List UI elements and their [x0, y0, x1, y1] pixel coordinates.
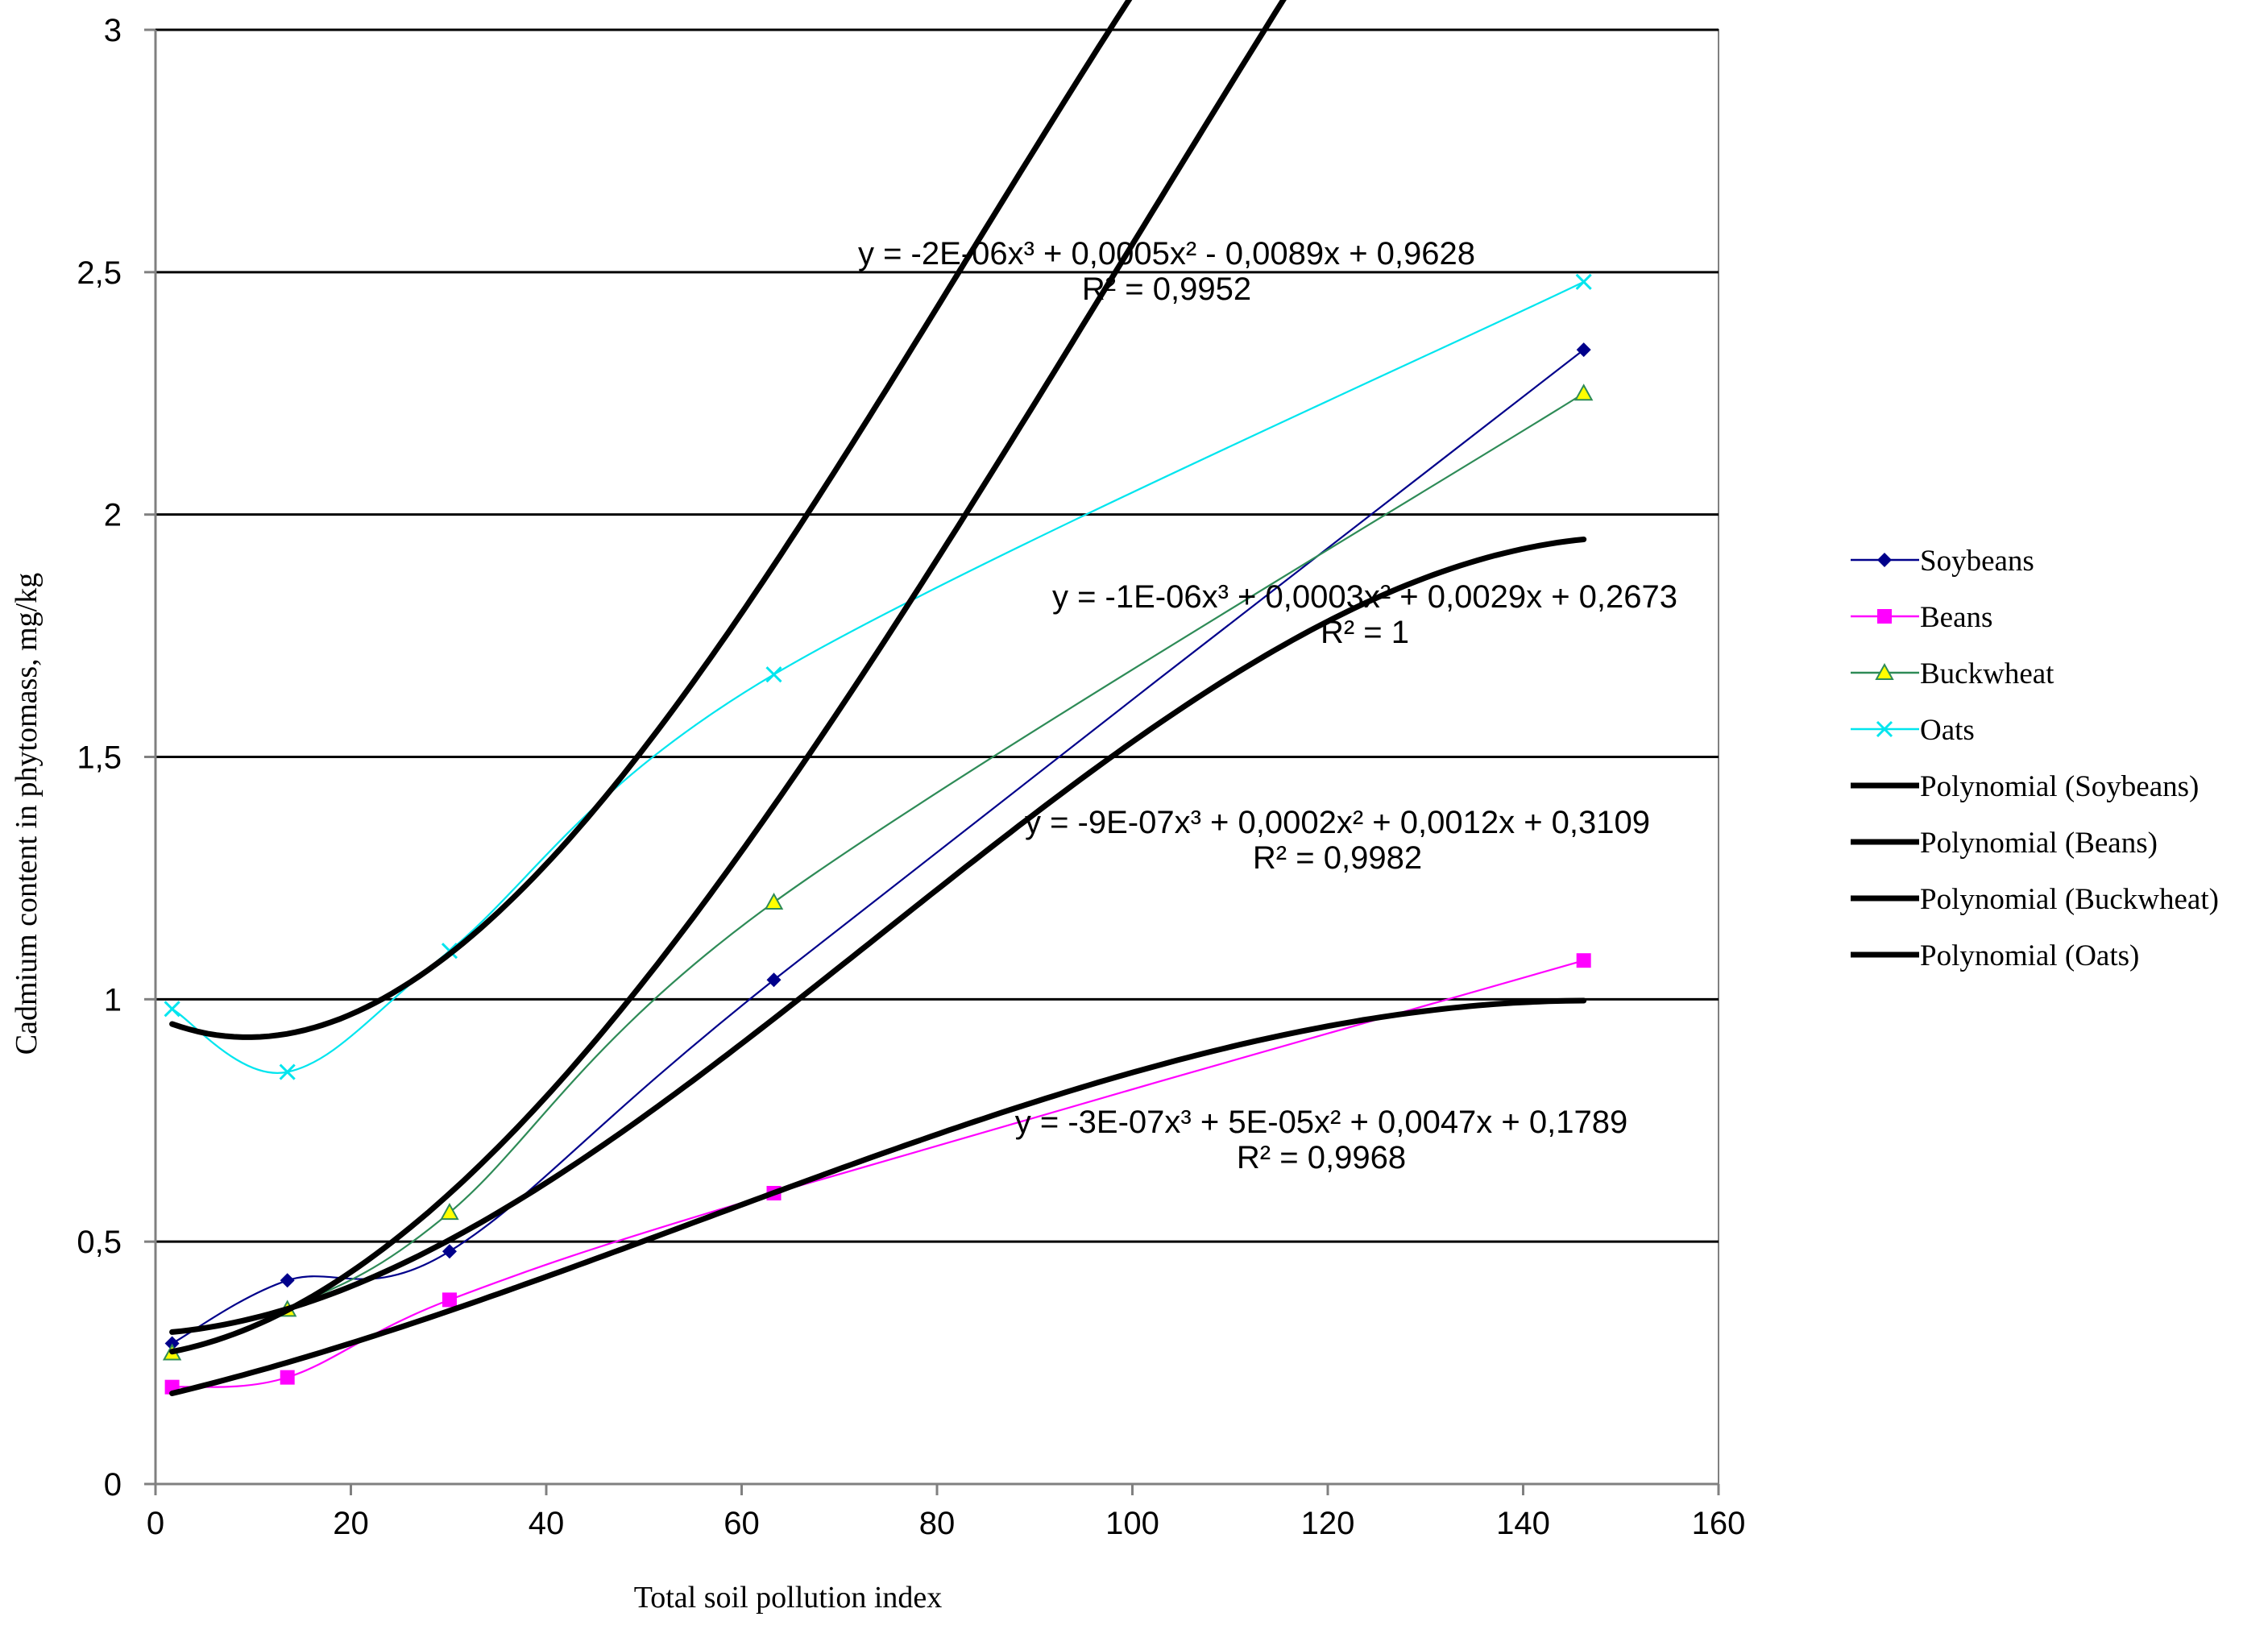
data-point-buckwheat [440, 1203, 459, 1221]
legend-marker-soybeans [1877, 553, 1892, 567]
x-tick-label: 60 [724, 1506, 760, 1541]
data-point-buckwheat [1574, 383, 1594, 401]
legend-label: Polynomial (Buckwheat) [1920, 883, 2219, 916]
data-point-oats [164, 1001, 180, 1018]
y-tick-label: 1 [104, 982, 122, 1018]
x-tick-label: 0 [147, 1506, 164, 1541]
y-tick-label: 2,5 [77, 255, 122, 291]
trendline-equation: y = -1E-06x³ + 0,0003x² + 0,0029x + 0,26… [1052, 579, 1677, 615]
x-tick-label: 160 [1692, 1506, 1746, 1541]
x-tick-label: 80 [919, 1506, 956, 1541]
trendline-r2: R² = 0,9968 [1237, 1140, 1406, 1175]
x-tick-label: 100 [1105, 1506, 1159, 1541]
tick-labels: 0 0,5 1 1,5 2 2,5 3 0 20 40 60 80 100 120 140 160 [77, 13, 1745, 1541]
data-point-soybeans [442, 1244, 457, 1259]
data-point-soybeans [766, 972, 782, 988]
legend-label: Oats [1920, 714, 1975, 747]
data-point-oats [279, 1063, 296, 1080]
x-tick-label: 40 [529, 1506, 565, 1541]
y-tick-label: 0,5 [77, 1225, 122, 1260]
trendline-1 [169, 997, 1587, 1396]
marker-stroke [279, 1063, 296, 1080]
legend-label: Polynomial (Beans) [1920, 827, 2158, 860]
y-tick-label: 3 [104, 13, 122, 48]
legend-marker-beans [1877, 609, 1892, 624]
marker-stroke [765, 666, 782, 683]
y-tick-label: 2 [104, 498, 122, 533]
data-point-beans [1576, 953, 1591, 968]
data-point-beans [442, 1292, 457, 1308]
trendline-r2: R² = 0,9982 [1253, 840, 1422, 876]
y-tick-label: 0 [104, 1467, 122, 1503]
trendline-3 [169, 0, 1133, 1040]
x-tick-label: 20 [333, 1506, 369, 1541]
data-point-buckwheat [764, 892, 784, 910]
trendline-equation: y = -9E-07x³ + 0,0002x² + 0,0012x + 0,31… [1025, 805, 1650, 840]
y-axis-title: Cadmium content in phytomass, mg/kg [10, 573, 44, 1055]
data-point-oats [765, 666, 782, 683]
series-layer [162, 273, 1594, 1395]
equation-labels: y = -9E-07x³ + 0,0002x² + 0,0012x + 0,31… [858, 236, 1677, 1175]
gridlines [155, 28, 1719, 1243]
marker-stroke [1876, 720, 1893, 738]
marker-stroke [1575, 273, 1592, 290]
legend: Soybeans Beans Buckwheat Oats Polynomial (So… [1851, 545, 2219, 972]
axes [144, 28, 1720, 1495]
legend-label: Polynomial (Oats) [1920, 939, 2139, 972]
trendline-r2: R² = 0,9952 [1082, 272, 1251, 307]
trend-layer [169, 0, 1587, 1396]
data-point-soybeans [1576, 342, 1591, 358]
x-axis-title: Total soil pollution index [634, 1581, 943, 1615]
legend-marker-oats [1876, 720, 1893, 738]
trendline-2 [169, 0, 1287, 1355]
trendline-0 [169, 537, 1587, 1335]
marker-stroke [164, 1001, 180, 1018]
trendline-equation: y = -2E-06x³ + 0,0005x² - 0,0089x + 0,96… [858, 236, 1475, 272]
legend-label: Buckwheat [1920, 657, 2054, 690]
data-point-oats [1575, 273, 1592, 290]
data-point-soybeans [280, 1273, 295, 1288]
x-tick-label: 140 [1496, 1506, 1550, 1541]
y-tick-label: 1,5 [77, 740, 122, 776]
trendline-equation: y = -3E-07x³ + 5E-05x² + 0,0047x + 0,178… [1015, 1105, 1627, 1140]
legend-marker-buckwheat [1875, 662, 1894, 680]
trendline-r2: R² = 1 [1321, 615, 1409, 650]
legend-label: Polynomial (Soybeans) [1920, 770, 2199, 803]
legend-label: Soybeans [1920, 545, 2034, 578]
x-tick-label: 120 [1301, 1506, 1355, 1541]
data-point-beans [280, 1370, 295, 1385]
legend-label: Beans [1920, 601, 1992, 634]
